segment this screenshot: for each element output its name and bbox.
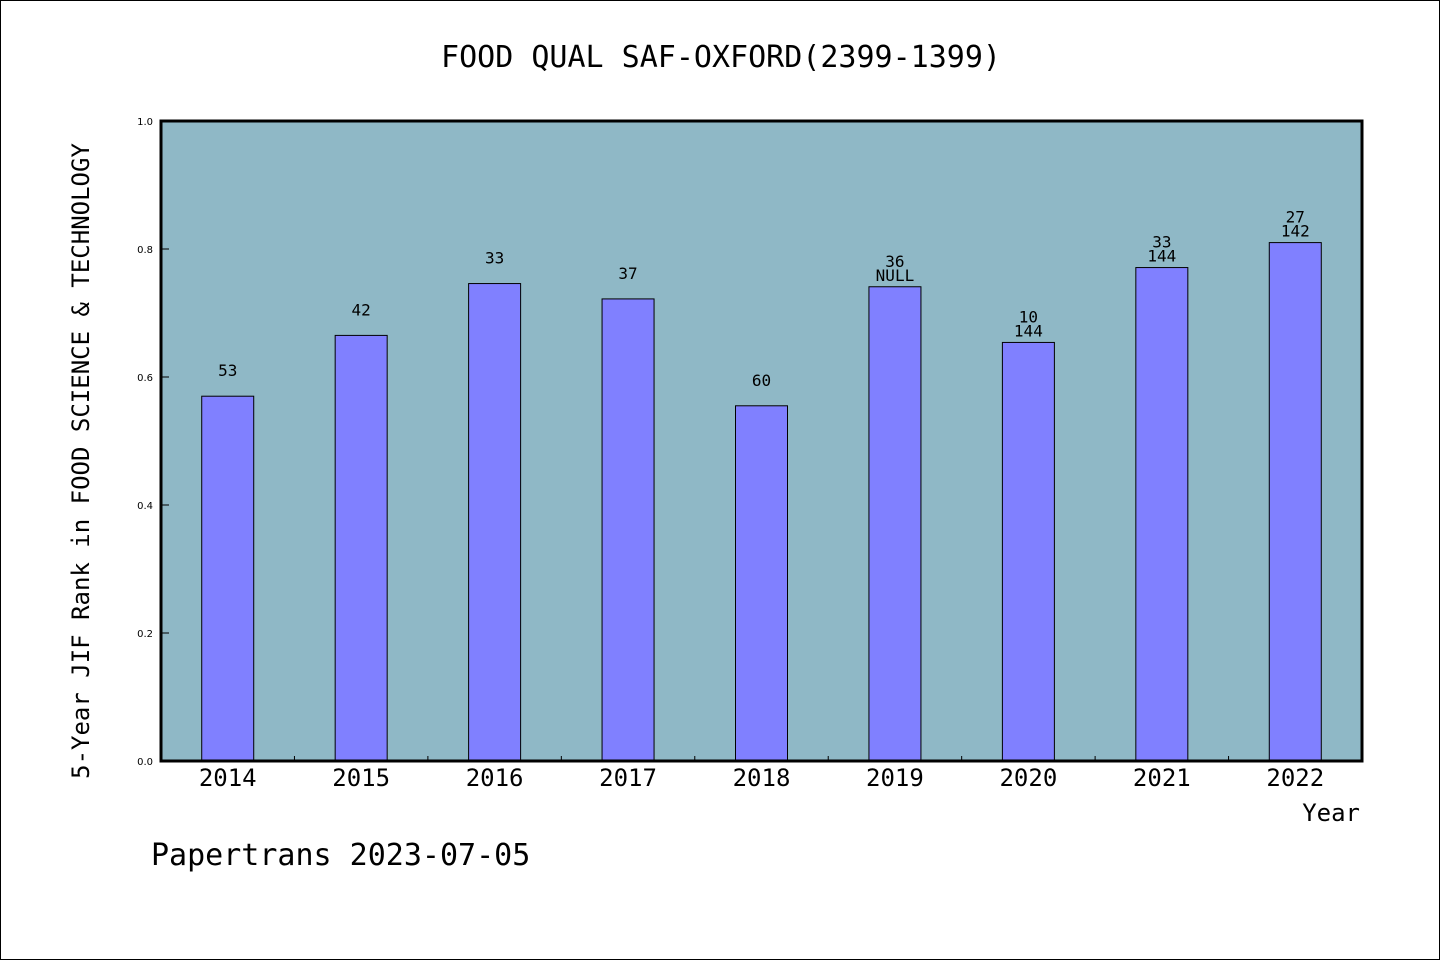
y-tick-label-2: 0.4 — [137, 501, 153, 512]
bar-label-2018-0: 60 — [752, 371, 771, 390]
bar-label-2015-0: 42 — [352, 300, 371, 319]
bar-label-2019-1: NULL — [876, 266, 915, 285]
chart-title: FOOD QUAL SAF-OXFORD(2399-1399) — [441, 40, 1001, 75]
bar-label-2021-0: 33 — [1152, 233, 1171, 252]
bar-2020 — [1001, 341, 1055, 762]
bars-group — [201, 242, 1322, 762]
bar-2014 — [201, 395, 255, 762]
y-tick-label-5: 1.0 — [137, 117, 153, 128]
credit-text: Papertrans 2023-07-05 — [151, 838, 530, 873]
x-axis-ticks: 2014 2015 2016 2017 2018 2019 2020 2021 2022 — [199, 756, 1324, 792]
x-tick-label-2016: 2016 — [466, 764, 524, 792]
bar-label-2016-0: 33 — [485, 249, 504, 268]
bar-label-2014-0: 53 — [218, 361, 237, 380]
y-tick-label-1: 0.2 — [137, 629, 153, 640]
bar-2021 — [1135, 267, 1189, 762]
bar-2022 — [1268, 242, 1322, 762]
x-tick-label-2022: 2022 — [1266, 764, 1324, 792]
bar-label-2020-0: 10 — [1019, 307, 1038, 326]
bar-label-2019-0: 36 — [885, 252, 904, 271]
x-tick-label-2014: 2014 — [199, 764, 257, 792]
x-tick-label-2018: 2018 — [733, 764, 791, 792]
y-tick-label-3: 0.6 — [137, 373, 153, 384]
bar-label-2021-1: 144 — [1147, 247, 1176, 266]
x-tick-label-2019: 2019 — [866, 764, 924, 792]
bar-label-2022-1: 142 — [1281, 222, 1310, 241]
y-tick-label-0: 0.0 — [137, 757, 153, 768]
bar-label-2017-0: 37 — [618, 264, 637, 283]
plot-border — [159, 119, 1364, 763]
bar-label-2022-0: 27 — [1286, 208, 1305, 227]
bar-2018 — [735, 405, 788, 762]
x-tick-label-2017: 2017 — [599, 764, 657, 792]
bar-2015 — [334, 334, 388, 762]
bar-2017 — [601, 298, 655, 762]
bar-2016 — [468, 283, 522, 762]
bar-2019 — [868, 286, 922, 762]
y-tick-label-4: 0.8 — [137, 245, 153, 256]
x-tick-label-2015: 2015 — [332, 764, 390, 792]
x-axis-label: Year — [1302, 799, 1360, 827]
bar-label-2020-1: 144 — [1014, 321, 1043, 340]
y-axis-ticks: 0.0 0.2 0.4 0.6 0.8 1.0 — [137, 117, 169, 768]
x-tick-label-2021: 2021 — [1133, 764, 1191, 792]
y-axis-label: 5-Year JIF Rank in FOOD SCIENCE & TECHNO… — [67, 143, 95, 779]
x-tick-label-2020: 2020 — [999, 764, 1057, 792]
